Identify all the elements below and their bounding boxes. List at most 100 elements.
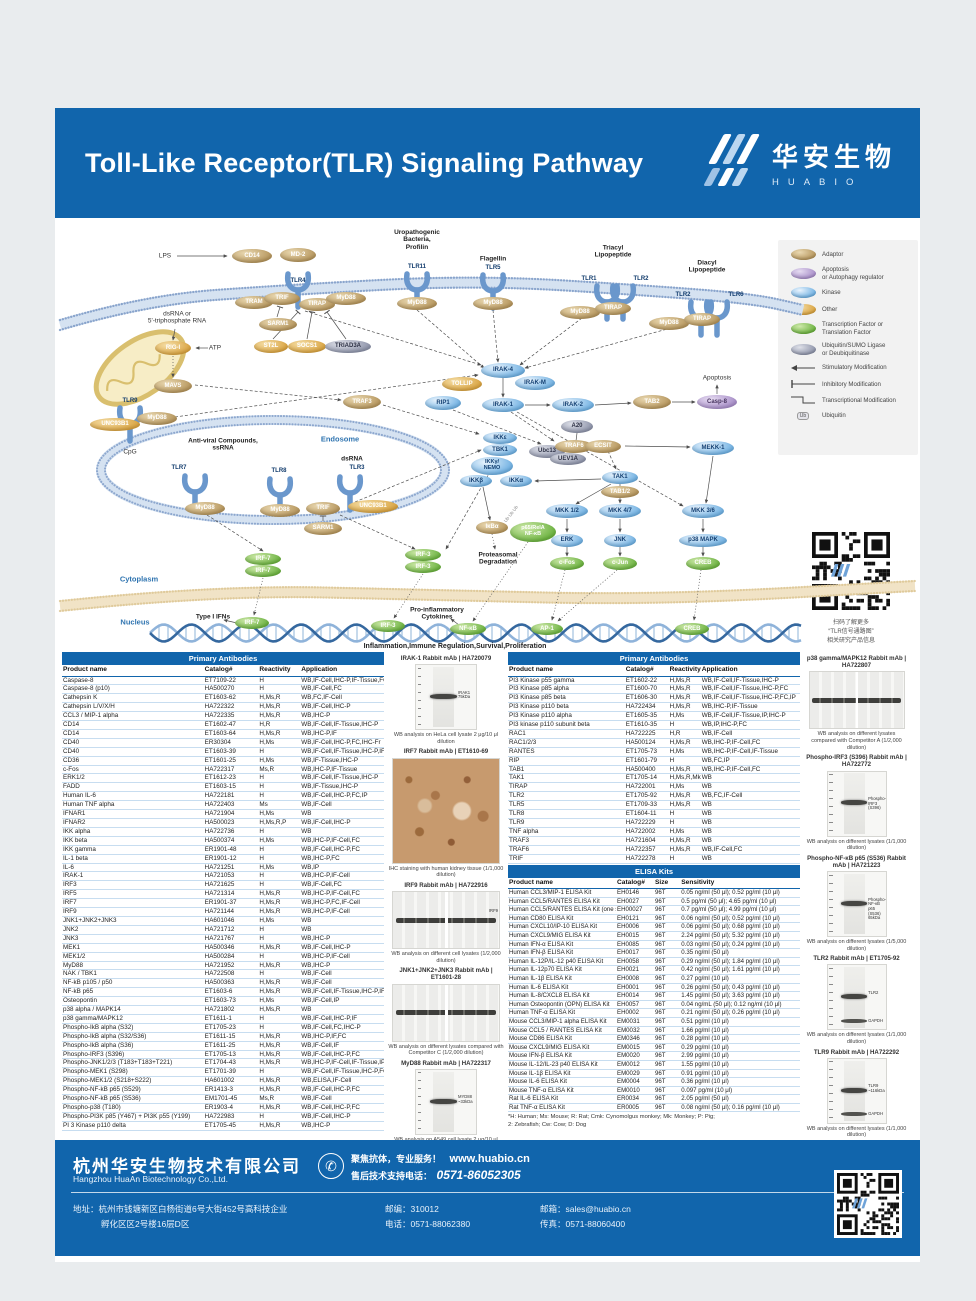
product-tables-section: Primary Antibodies Product name Catalog# Re… bbox=[55, 652, 920, 1149]
table-row: Phospho-NF-kB p65 (S536) EM1701-45 Ms,R WB,… bbox=[62, 1094, 384, 1104]
table-row: CD14 ET1603-64 H,Ms,R WB,IHC-P,IF bbox=[62, 729, 384, 739]
table-cell: HA721251 bbox=[203, 863, 259, 873]
company-name-cn: 杭州华安生物技术有限公司 bbox=[73, 1157, 301, 1176]
table-cell: WB,IF-Cell,IHC-P,IF bbox=[300, 1014, 384, 1024]
table-cell: IRF9 bbox=[62, 907, 204, 917]
table-cell: WB,IF-Tissue,IHC-P bbox=[300, 756, 384, 766]
phone-icon: ✆ bbox=[318, 1153, 344, 1179]
pathway-node-tram: TRAM bbox=[235, 295, 273, 309]
table-cell: H bbox=[258, 1112, 301, 1122]
pathway-node-sarm1b: SARM1 bbox=[304, 521, 342, 535]
table-cell: ET1603-39 bbox=[203, 747, 259, 757]
table-cell: Human CCL3/MIP-1 ELISA Kit bbox=[508, 888, 617, 898]
table-cell: TRAF6 bbox=[508, 845, 625, 855]
table-cell: 0.06 pg/ml (50 μl); 0.68 pg/ml (10 μl) bbox=[680, 922, 800, 932]
table-row: Rat TNF-α ELISA Kit ER0005 96T 0.08 ng/ml (… bbox=[508, 1103, 800, 1113]
table-cell: Phospho-p38 (T180) bbox=[62, 1103, 204, 1113]
table-cell: WB,IP,IHC-P,FC bbox=[700, 720, 800, 730]
product-image-caption: IHC staining with human kidney tissue (1… bbox=[388, 865, 504, 879]
pathway-node-tbk1: TBK1 bbox=[483, 444, 517, 456]
table-row: TRAF6 HA722357 H,Ms,R WB,IF-Cell,FC bbox=[508, 845, 800, 855]
table-cell: MEK1 bbox=[62, 943, 204, 953]
band-annotation: Phospho-IRF3 (S396) bbox=[868, 796, 887, 811]
table-row: Mouse TNF-α ELISA Kit EM0010 96T 0.097 pg/m… bbox=[508, 1086, 800, 1096]
table-cell: 96T bbox=[653, 965, 681, 975]
table-cell: ER0034 bbox=[616, 1094, 654, 1104]
table-row: Phospho-p38 (T180) ER1903-4 H,Ms,R WB,IF-Ce… bbox=[62, 1103, 384, 1113]
table-title: Primary Antibodies bbox=[508, 652, 800, 665]
pathway-node-unc93b1a: UNC93B1 bbox=[90, 417, 140, 431]
product-image-caption: WB analysis on different lysates compare… bbox=[388, 1043, 504, 1057]
footer-divider bbox=[71, 1192, 904, 1193]
table-cell: EH0008 bbox=[616, 974, 654, 984]
pathway-node-crebc: CREB bbox=[686, 556, 720, 570]
primary-antibodies-elisa-tables: Primary Antibodies Product name Catalog# Re… bbox=[508, 652, 800, 1130]
diagram-label-dsrna5: dsRNA or 5'-triphosphate RNA bbox=[147, 310, 207, 325]
table-cell: H,Ms,R bbox=[258, 1032, 301, 1042]
table-cell: 0.29 pg/ml (10 μl) bbox=[680, 1043, 800, 1053]
diagram-label-dsrna2: dsRNA bbox=[341, 455, 363, 463]
column-header: Product name bbox=[508, 665, 625, 677]
table-cell: HA722357 bbox=[624, 845, 669, 855]
table-cell: 0.42 ng/ml (50 μl); 1.61 pg/ml (10 μl) bbox=[680, 965, 800, 975]
table-cell: WB,IF-Cell,FC bbox=[300, 880, 384, 891]
table-cell: 96T bbox=[653, 897, 681, 907]
table-cell: ET1601-25 bbox=[203, 756, 259, 766]
table-cell: CD40 bbox=[62, 747, 204, 757]
table-cell: Osteopontin bbox=[62, 996, 204, 1007]
reactivity-footnote: *H: Human; Ms: Mouse; R: Rat; Cmk: Cynom… bbox=[508, 1114, 715, 1129]
pathway-node-tab12: TAB1/2 bbox=[601, 486, 639, 498]
table-cell: WB,FC,IP bbox=[700, 756, 800, 766]
table-cell: WB,IF-Cell,IHC-P bbox=[300, 943, 384, 953]
legend-label: Other bbox=[822, 306, 838, 314]
table-cell: p38 alpha / MAPK14 bbox=[62, 1005, 204, 1015]
table-cell: EH0006 bbox=[616, 922, 654, 932]
table-row: Human CCL3/MIP-1 ELISA Kit EH0146 96T 0.05 … bbox=[508, 888, 800, 898]
table-cell: 2.05 pg/ml (50 μl) bbox=[680, 1094, 800, 1104]
table-cell: ET1704-43 bbox=[203, 1058, 259, 1069]
table-cell: HA722001 bbox=[624, 782, 669, 793]
table-cell: H,Ms bbox=[258, 809, 301, 819]
western-blot-image: Phospho-NF-κB p65 (S536) 65kDa bbox=[826, 871, 887, 938]
table-cell: WB,IF-Cell,IF-Tissue,IHC-P bbox=[300, 773, 384, 784]
table-cell: WB,IF-Cell,IHC-P,FC bbox=[300, 1050, 384, 1060]
table-cell: H,Ms,R bbox=[668, 836, 701, 846]
table-row: Phospho-JNK1/2/3 (T183+T183+T221) ET1704-… bbox=[62, 1058, 384, 1069]
table-cell: 96T bbox=[653, 974, 681, 984]
table-cell: H,Ms,R bbox=[258, 1050, 301, 1060]
table-cell: Human TNF alpha bbox=[62, 800, 204, 811]
table-cell: EH00027 bbox=[616, 905, 654, 915]
diagram-label-nucleus: Nucleus bbox=[120, 617, 150, 627]
product-image-title: MyD88 Rabbit mAb | HA722317 bbox=[401, 1059, 491, 1067]
table-cell: H,Ms,R bbox=[258, 1058, 301, 1069]
phone-number: 0571-88062380 bbox=[410, 1218, 471, 1229]
table-cell: WB bbox=[700, 809, 800, 819]
table-row: TLR2 ET1705-92 H,Ms,R WB,FC,IF-Cell bbox=[508, 791, 800, 802]
table-row: Caspase-8 (p10) HA500270 H WB,IF-Cell,FC bbox=[62, 684, 384, 695]
table-cell: HA722278 bbox=[624, 854, 669, 864]
table-cell: IRF3 bbox=[62, 880, 204, 891]
table-cell: 96T bbox=[653, 1051, 681, 1061]
table-cell: p38 gamma/MAPK12 bbox=[62, 1014, 204, 1024]
table-cell: 2.99 pg/ml (10 μl) bbox=[680, 1051, 800, 1061]
table-cell: 96T bbox=[653, 1103, 681, 1113]
table-cell: TLR5 bbox=[508, 800, 625, 811]
table-cell: IRAK-1 bbox=[62, 871, 204, 882]
legend-item: Transcription Factor or Translation Fact… bbox=[784, 321, 912, 336]
table-cell: WB,FC,IF-Cell bbox=[300, 693, 384, 704]
table-cell: EH0085 bbox=[616, 940, 654, 950]
table-cell: 96T bbox=[653, 931, 681, 941]
table-cell: 0.06 ng/ml (50 μl); 0.52 pg/ml (10 μl) bbox=[680, 914, 800, 924]
diagram-label-atp: ATP bbox=[208, 344, 222, 352]
table-cell: JNK2 bbox=[62, 925, 204, 935]
table-row: Phospho-MEK1 (S298) ET1701-39 H WB,IF-Cell,… bbox=[62, 1067, 384, 1078]
table-cell: ET1606-30 bbox=[624, 693, 669, 704]
arrow-icon bbox=[791, 365, 815, 371]
table-row: Mouse IL-1β ELISA Kit EM0029 96T 0.91 pg/ml… bbox=[508, 1069, 800, 1079]
table-cell: NF-kB p105 / p50 bbox=[62, 978, 204, 989]
table-cell: H,Ms,R bbox=[258, 1121, 301, 1131]
table-cell: c-Fos bbox=[62, 765, 204, 775]
table-cell: WB,IF-Cell,IHC-P,FC,IHC-Fr bbox=[300, 738, 384, 748]
product-image-title: JNK1+JNK2+JNK3 Rabbit mAb | ET1601-28 bbox=[399, 967, 493, 982]
